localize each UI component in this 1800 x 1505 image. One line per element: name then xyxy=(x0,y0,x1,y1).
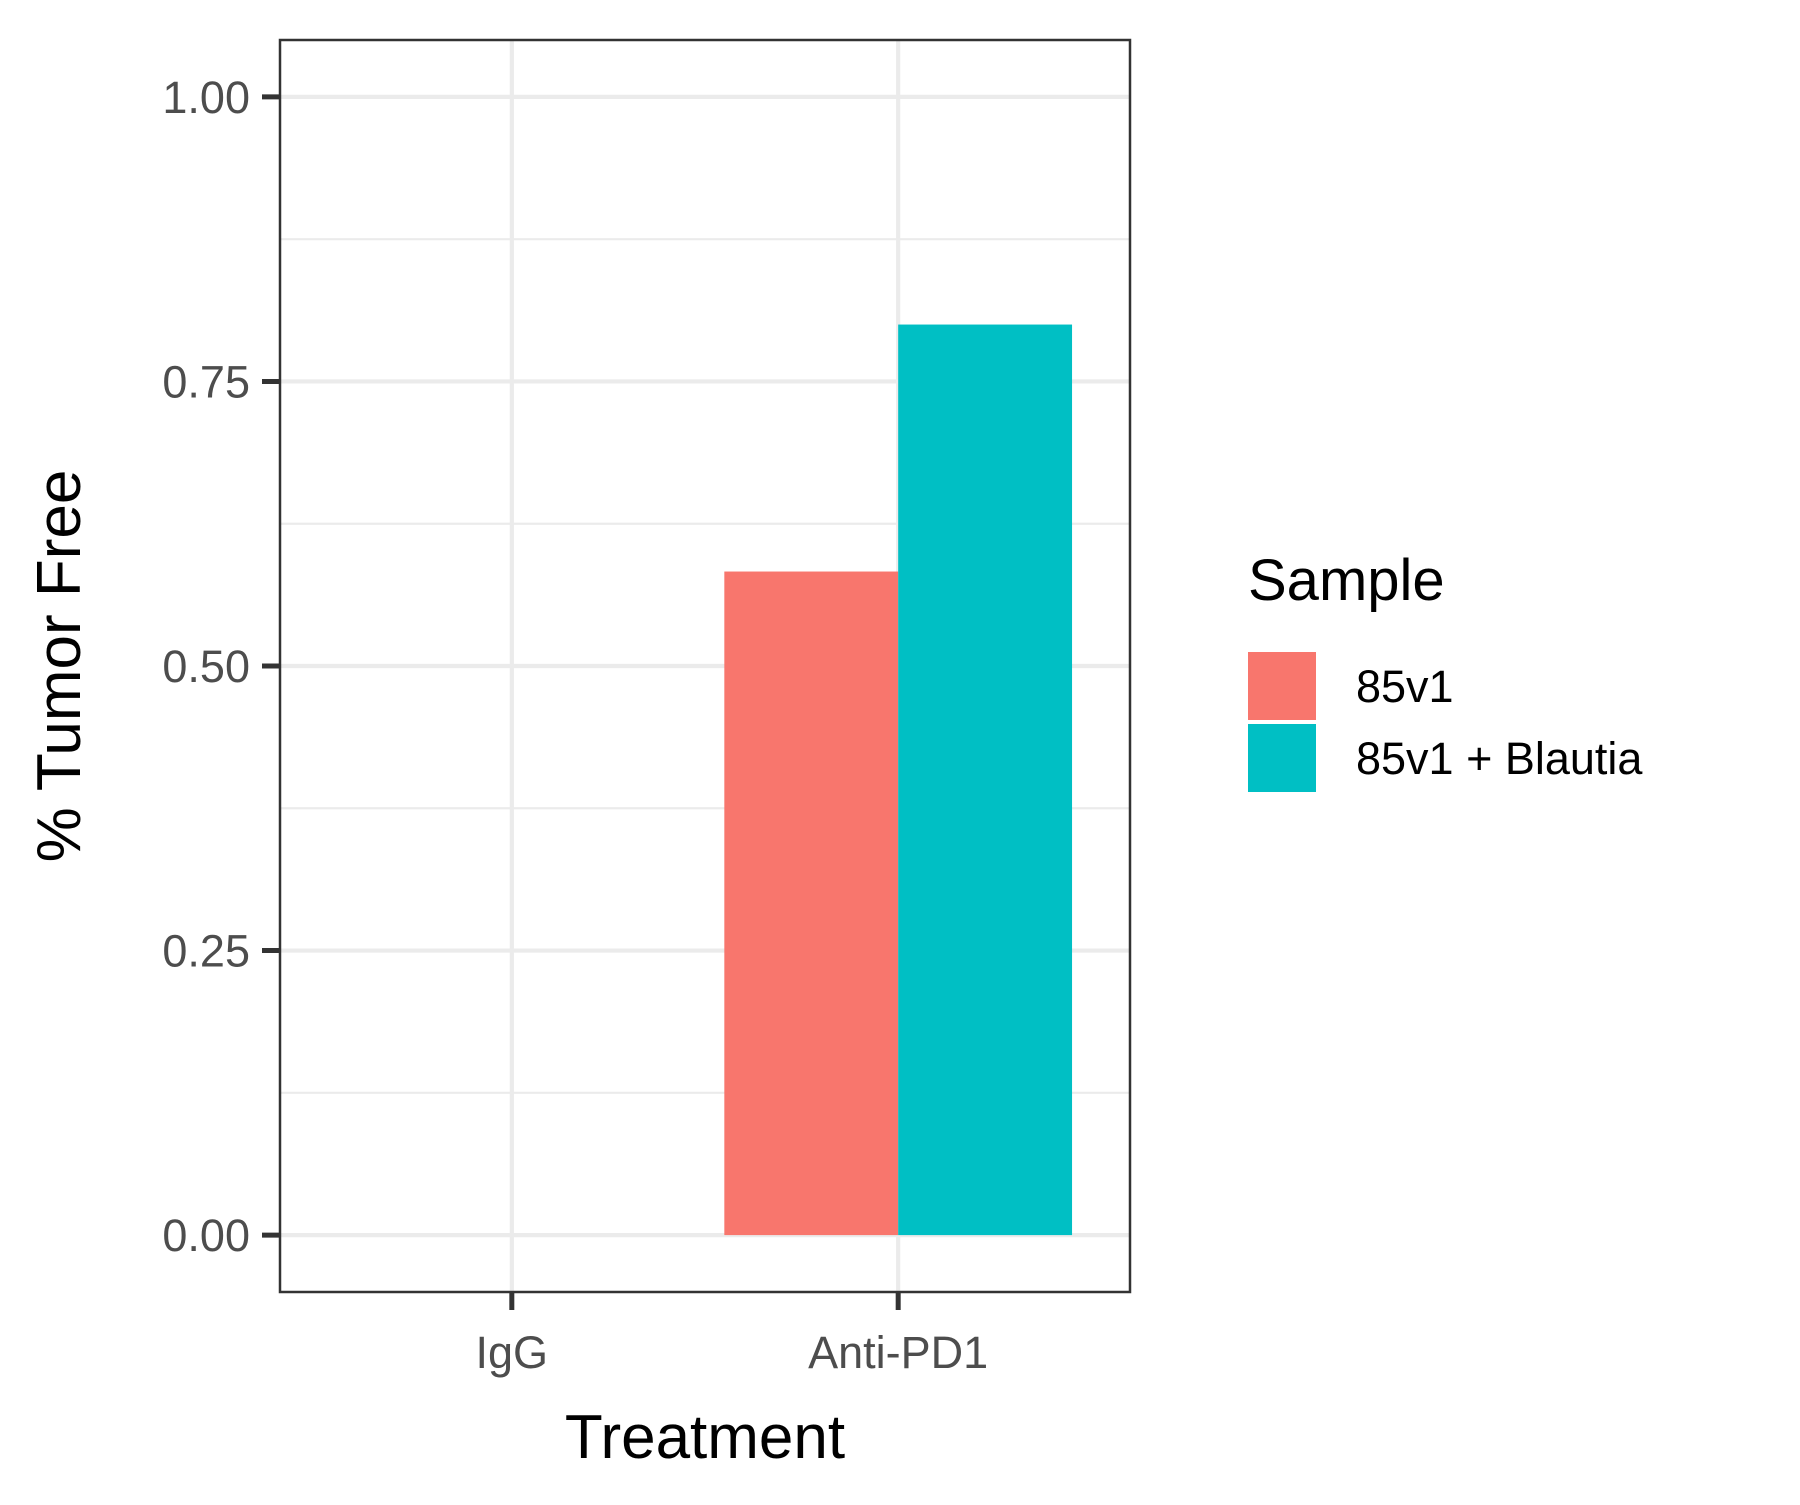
grid-lines xyxy=(280,40,1130,1292)
y-tick-label: 0.75 xyxy=(162,356,250,407)
legend-label: 85v1 xyxy=(1356,661,1454,712)
x-axis-ticks: IgG Anti-PD1 xyxy=(476,1292,988,1378)
legend-title: Sample xyxy=(1248,548,1445,613)
legend-swatch xyxy=(1248,652,1316,720)
y-tick-label: 0.50 xyxy=(162,641,250,692)
x-tick-label: Anti-PD1 xyxy=(808,1327,988,1378)
legend-label: 85v1 + Blautia xyxy=(1356,733,1643,784)
x-tick-label: IgG xyxy=(476,1327,549,1378)
bars xyxy=(724,324,1073,1236)
legend-swatch xyxy=(1248,724,1316,792)
x-axis-title: Treatment xyxy=(565,1403,845,1472)
y-tick-label: 1.00 xyxy=(162,72,250,123)
legend: Sample 85v1 85v1 + Blautia xyxy=(1248,548,1643,792)
bar-85v1-blautia-anti-pd1 xyxy=(898,324,1073,1236)
bar-85v1-anti-pd1 xyxy=(724,571,899,1236)
y-axis-ticks: 0.00 0.25 0.50 0.75 1.00 xyxy=(162,72,280,1261)
y-axis-title: % Tumor Free xyxy=(25,470,94,863)
y-tick-label: 0.00 xyxy=(162,1210,250,1261)
legend-items: 85v1 85v1 + Blautia xyxy=(1248,652,1643,792)
y-tick-label: 0.25 xyxy=(162,926,250,977)
